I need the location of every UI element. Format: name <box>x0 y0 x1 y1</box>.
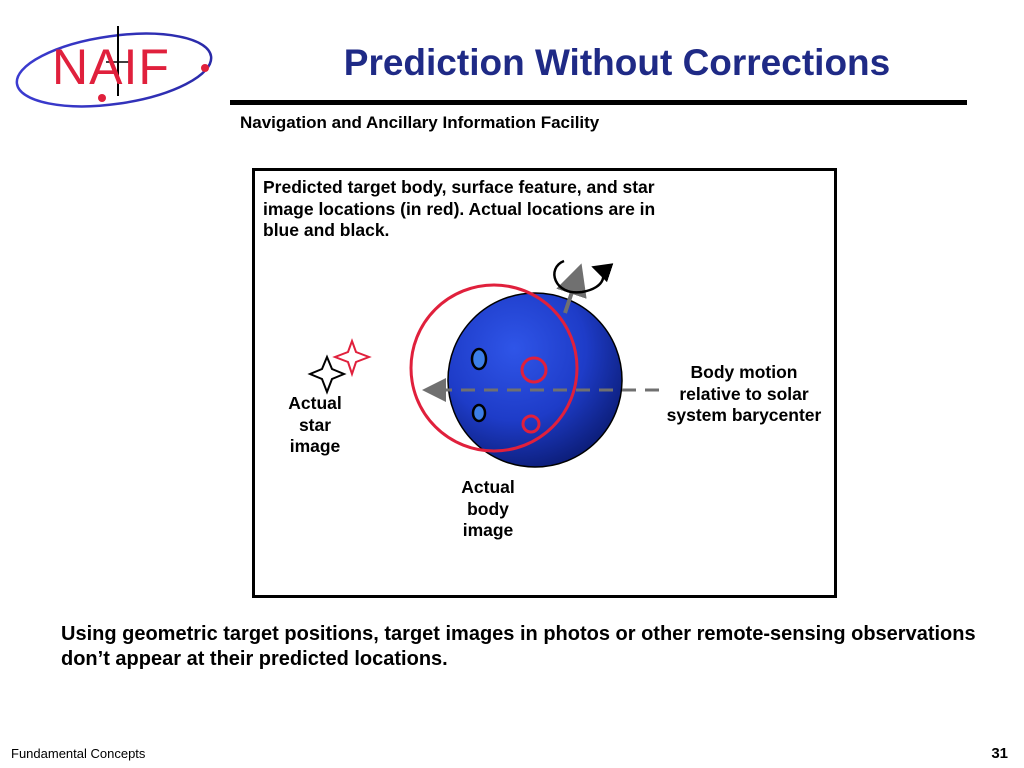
page-subtitle: Navigation and Ancillary Information Fac… <box>240 113 600 132</box>
diagram-canvas <box>307 259 659 468</box>
page-number: 31 <box>991 745 1008 762</box>
conclusion-text: Using geometric target positions, target… <box>61 623 976 670</box>
label-body-motion: Body motion relative to solar system bar… <box>666 362 822 425</box>
footer-section-title: Fundamental Concepts <box>11 746 146 761</box>
logo-dot-right <box>201 64 209 72</box>
logo-text: NAIF <box>52 39 170 95</box>
logo-orbit-ellipse <box>15 32 213 108</box>
page-title: Prediction Without Corrections <box>343 42 891 83</box>
title-divider <box>230 100 967 105</box>
predicted-feature-upper <box>520 356 548 384</box>
predicted-star-icon <box>332 338 372 378</box>
actual-feature-lower <box>471 403 487 423</box>
label-actual-body-image: Actual body image <box>461 477 515 540</box>
logo-dot-left <box>98 94 106 102</box>
rotation-arrow-icon <box>553 259 614 294</box>
actual-body-sphere <box>447 292 623 468</box>
naif-logo: NAIF <box>15 26 213 108</box>
diagram-caption: Predicted target body, surface feature, … <box>263 177 656 240</box>
predicted-feature-lower <box>521 414 541 434</box>
actual-feature-upper <box>470 347 488 371</box>
label-actual-star-image: Actual star image <box>288 393 342 456</box>
predicted-body-outline <box>409 283 579 453</box>
actual-star-icon <box>307 354 347 395</box>
